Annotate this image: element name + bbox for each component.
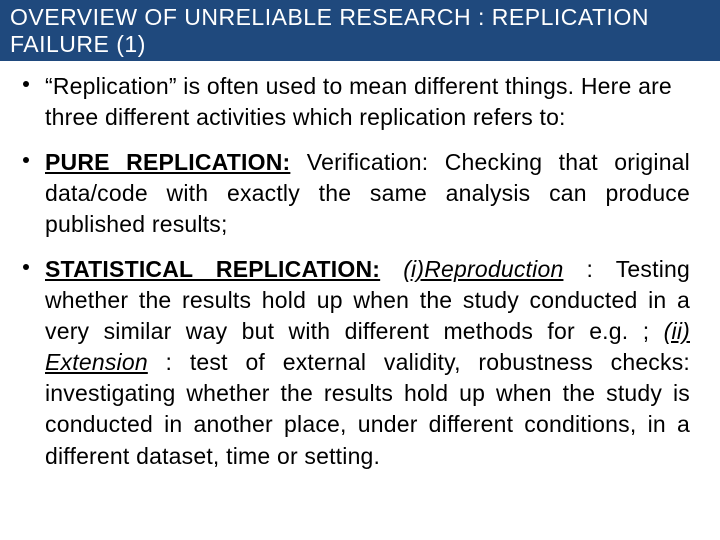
bullet-3-term: STATISTICAL REPLICATION: [45,256,380,282]
slide-title: OVERVIEW OF UNRELIABLE RESEARCH : REPLIC… [0,0,720,61]
bullet-1-text: “Replication” is often used to mean diff… [45,73,672,130]
slide-content: “Replication” is often used to mean diff… [0,61,720,496]
bullet-2: PURE REPLICATION: Verification: Checking… [45,147,690,240]
bullet-dot-icon [23,157,29,163]
bullet-3-p1 [380,256,403,282]
bullet-dot-icon [23,264,29,270]
bullet-2-term: PURE REPLICATION: [45,149,290,175]
bullet-1: “Replication” is often used to mean diff… [45,71,690,133]
bullet-dot-icon [23,81,29,87]
bullet-3: STATISTICAL REPLICATION: (i)Reproduction… [45,254,690,471]
bullet-3-italic1: (i)Reproduction [403,256,563,282]
